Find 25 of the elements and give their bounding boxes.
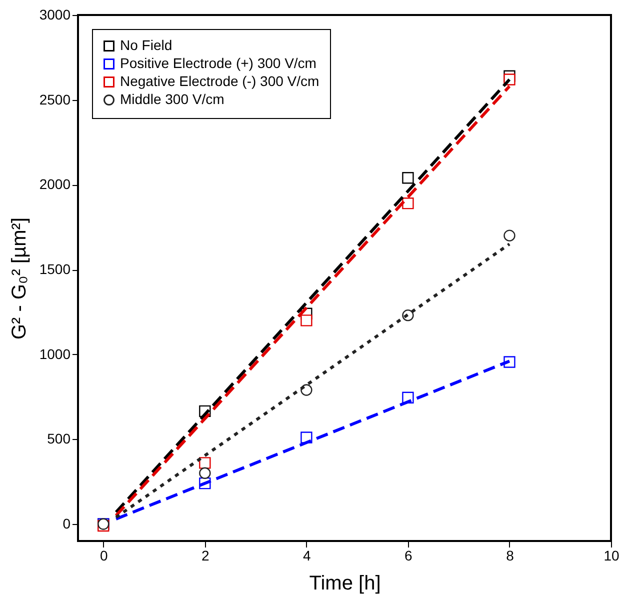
- x-tick-label: 10: [604, 548, 620, 564]
- x-tick-label: 6: [404, 548, 413, 564]
- point: [300, 314, 312, 326]
- point: [199, 457, 211, 469]
- y-tick-label: 3000: [39, 6, 71, 22]
- y-tick-label: 1500: [39, 261, 71, 278]
- legend-label: Positive Electrode (+) 300 V/cm: [120, 55, 316, 71]
- y-axis-title: G² - G₀² [µm²]: [8, 217, 30, 340]
- point: [402, 172, 414, 184]
- x-tick-label: 8: [506, 548, 514, 564]
- x-tick-label: 4: [303, 548, 312, 564]
- point: [504, 230, 516, 242]
- x-tick-label: 0: [100, 548, 108, 564]
- y-tick-label: 500: [47, 430, 71, 447]
- legend-label: No Field: [120, 37, 172, 53]
- x-tick-label: 2: [202, 548, 210, 564]
- x-axis-title: Time [h]: [309, 572, 381, 594]
- legend-label: Negative Electrode (-) 300 V/cm: [120, 73, 320, 89]
- y-tick-label: 2500: [39, 91, 71, 108]
- y-tick-label: 2000: [39, 176, 71, 192]
- point: [402, 198, 414, 210]
- y-tick-label: 1000: [39, 346, 71, 362]
- legend-label: Middle 300 V/cm: [120, 91, 224, 107]
- y-tick-label: 0: [62, 516, 71, 532]
- point: [199, 467, 211, 479]
